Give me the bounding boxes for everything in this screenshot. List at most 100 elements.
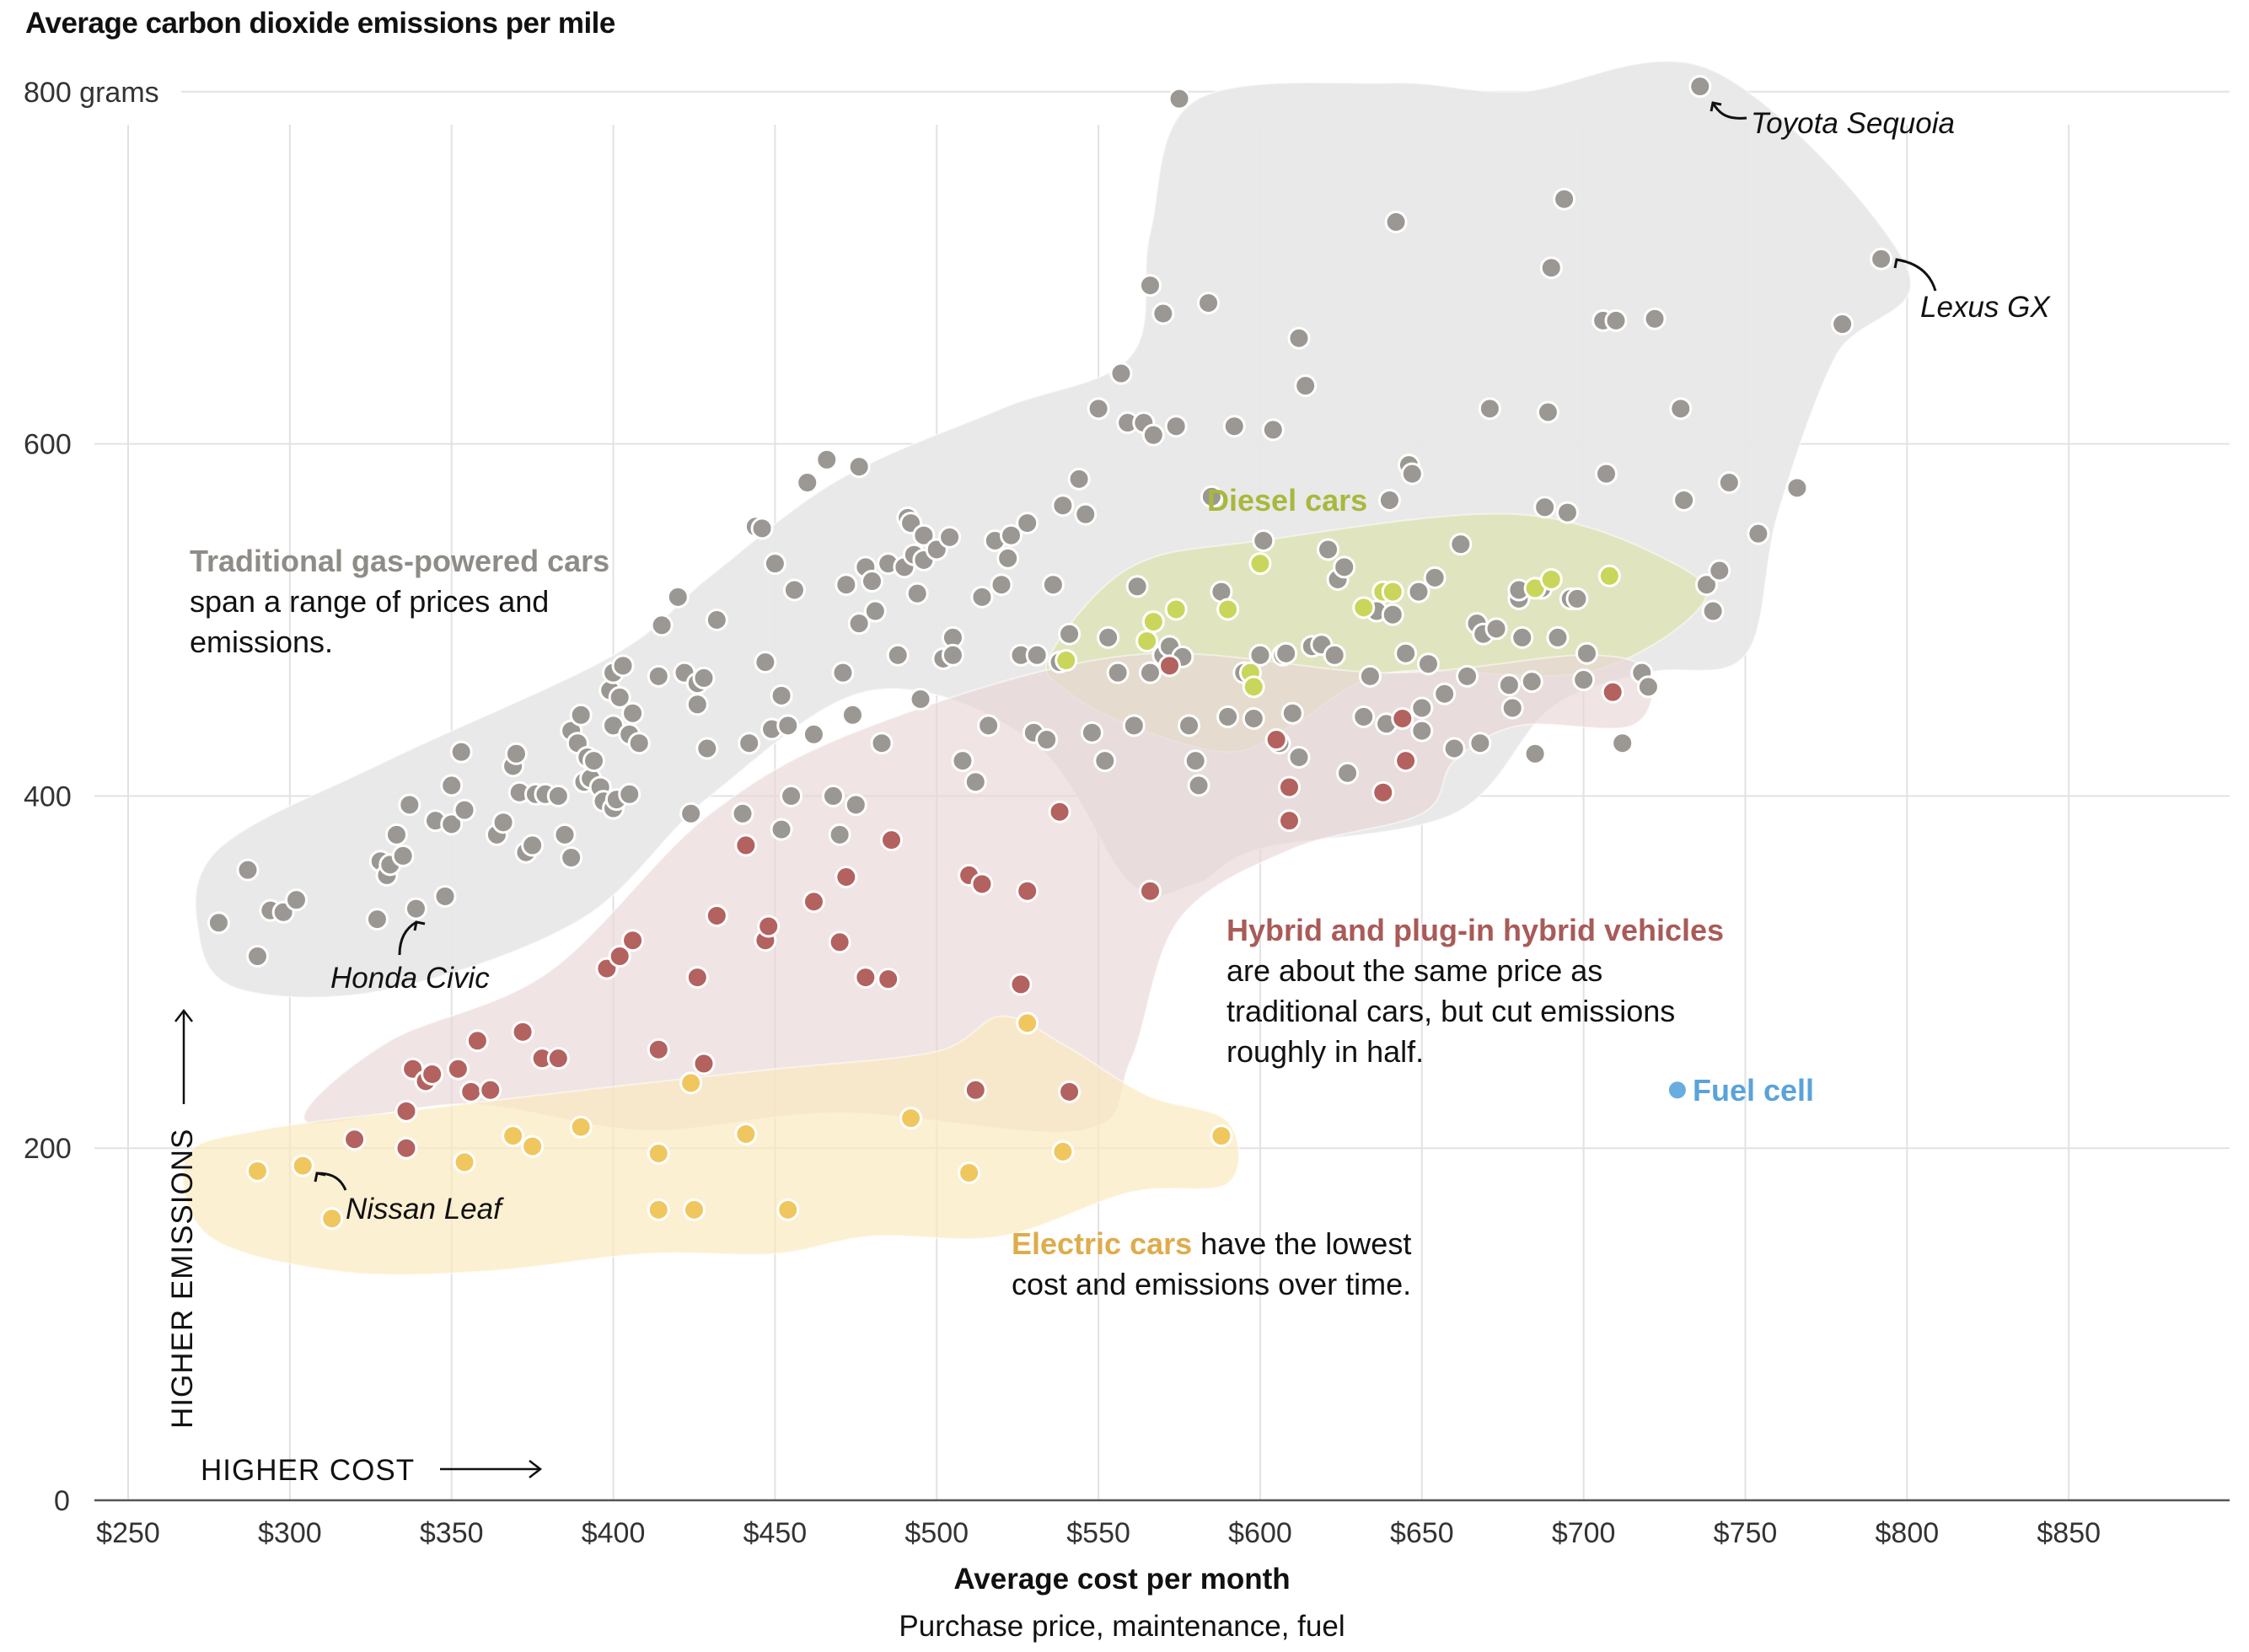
data-point[interactable] [963, 770, 987, 794]
data-point[interactable] [1611, 732, 1634, 755]
data-point[interactable] [1242, 706, 1265, 730]
data-point[interactable] [1410, 696, 1434, 720]
data-point[interactable] [1275, 641, 1298, 665]
data-point[interactable] [770, 684, 793, 707]
data-point[interactable] [863, 599, 887, 623]
data-point[interactable] [886, 643, 910, 667]
data-point[interactable] [1478, 397, 1501, 421]
data-point[interactable] [796, 471, 819, 495]
data-point[interactable] [1216, 598, 1240, 621]
data-point[interactable] [1694, 573, 1718, 597]
data-point[interactable] [1016, 1011, 1039, 1035]
data-point[interactable] [1087, 397, 1110, 421]
data-point[interactable] [909, 688, 932, 711]
data-point[interactable] [502, 1124, 525, 1148]
data-point[interactable] [1051, 494, 1075, 518]
data-point[interactable] [1468, 732, 1492, 755]
data-point[interactable] [647, 664, 670, 688]
data-point[interactable] [1048, 800, 1071, 823]
data-point[interactable] [1553, 187, 1576, 211]
data-point[interactable] [608, 944, 631, 968]
data-point[interactable] [1200, 485, 1223, 508]
data-point[interactable] [433, 884, 457, 908]
data-point[interactable] [847, 455, 871, 479]
data-point[interactable] [1636, 675, 1660, 699]
data-point[interactable] [666, 585, 690, 609]
data-point[interactable] [1870, 247, 1893, 271]
data-point[interactable] [1688, 75, 1712, 99]
data-point[interactable] [1252, 528, 1275, 552]
data-point[interactable] [1539, 567, 1563, 591]
data-point[interactable] [465, 1029, 489, 1053]
data-point[interactable] [1222, 415, 1246, 438]
data-point[interactable] [440, 774, 464, 797]
data-point[interactable] [1407, 580, 1430, 603]
data-point[interactable] [504, 742, 528, 765]
data-point[interactable] [404, 897, 427, 920]
data-point[interactable] [1187, 774, 1210, 797]
data-point[interactable] [1058, 622, 1082, 646]
data-point[interactable] [1178, 714, 1201, 738]
data-point[interactable] [941, 643, 964, 667]
data-point[interactable] [763, 552, 786, 576]
data-point[interactable] [770, 818, 793, 841]
data-point[interactable] [1831, 313, 1854, 336]
data-point[interactable] [1158, 654, 1182, 678]
data-point[interactable] [1287, 326, 1311, 350]
data-point[interactable] [840, 703, 864, 727]
data-point[interactable] [692, 1052, 716, 1075]
data-point[interactable] [1391, 706, 1414, 730]
data-point[interactable] [1352, 705, 1376, 728]
data-point[interactable] [453, 1150, 476, 1174]
data-point[interactable] [1539, 256, 1563, 280]
data-point[interactable] [1423, 566, 1447, 589]
data-point[interactable] [1381, 603, 1404, 626]
data-point[interactable] [705, 904, 728, 927]
data-point[interactable] [828, 931, 851, 954]
data-point[interactable] [1167, 87, 1191, 110]
data-point[interactable] [1000, 523, 1023, 547]
data-point[interactable] [880, 829, 904, 852]
data-point[interactable] [1055, 649, 1078, 673]
data-point[interactable] [553, 823, 577, 846]
data-point[interactable] [938, 525, 962, 549]
data-point[interactable] [1433, 682, 1457, 705]
data-point[interactable] [1109, 362, 1133, 385]
data-point[interactable] [627, 732, 651, 755]
data-point[interactable] [899, 1107, 923, 1130]
data-point[interactable] [1669, 397, 1693, 421]
data-point[interactable] [782, 578, 806, 602]
data-point[interactable] [780, 784, 803, 807]
data-point[interactable] [776, 1198, 800, 1221]
data-point[interactable] [343, 1128, 367, 1151]
data-point[interactable] [970, 585, 994, 609]
data-point[interactable] [734, 834, 758, 857]
data-point[interactable] [1643, 307, 1667, 330]
data-point[interactable] [705, 609, 728, 631]
data-point[interactable] [1151, 302, 1175, 325]
data-point[interactable] [854, 966, 878, 990]
data-point[interactable] [757, 914, 781, 938]
data-point[interactable] [1277, 775, 1301, 799]
data-point[interactable] [958, 1161, 981, 1184]
data-point[interactable] [1555, 501, 1579, 524]
data-point[interactable] [621, 929, 645, 952]
data-point[interactable] [1097, 625, 1120, 649]
data-point[interactable] [395, 1099, 418, 1123]
data-point[interactable] [395, 1136, 418, 1160]
data-point[interactable] [1280, 701, 1304, 725]
data-point[interactable] [754, 651, 777, 674]
data-point[interactable] [977, 714, 1001, 738]
data-point[interactable] [1456, 664, 1479, 688]
data-point[interactable] [582, 749, 606, 773]
data-point[interactable] [1261, 418, 1285, 442]
data-point[interactable] [1122, 714, 1146, 738]
data-point[interactable] [1138, 879, 1162, 903]
data-point[interactable] [1400, 462, 1424, 485]
data-point[interactable] [391, 844, 415, 867]
data-point[interactable] [1717, 471, 1741, 495]
data-point[interactable] [320, 1207, 344, 1231]
data-point[interactable] [1377, 488, 1401, 512]
data-point[interactable] [776, 714, 800, 738]
data-point[interactable] [802, 722, 825, 746]
